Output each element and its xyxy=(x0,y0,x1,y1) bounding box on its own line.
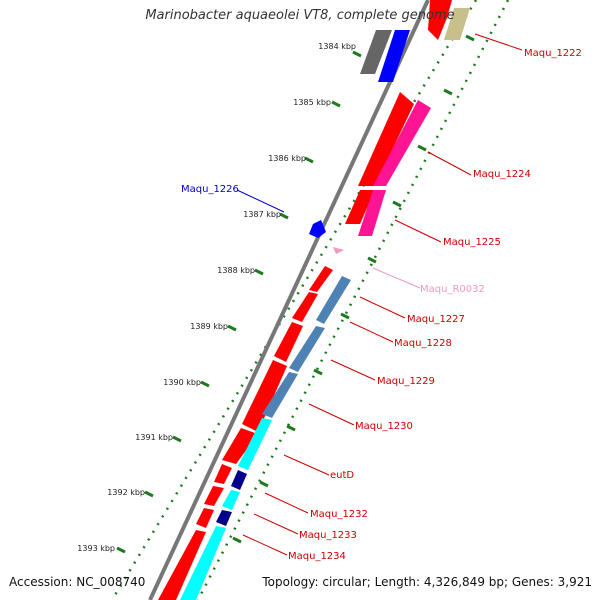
rna-maqu-r0032[interactable] xyxy=(333,247,344,254)
gene-red-1228[interactable] xyxy=(292,292,318,322)
gene-label-maqu-1228: Maqu_1228 xyxy=(394,338,452,349)
outer-dotted-ruler xyxy=(110,0,478,600)
gene-blue-block[interactable] xyxy=(378,30,410,82)
gene-labels: Maqu_1222 Maqu_1224 Maqu_1225 Maqu_1226 … xyxy=(181,48,582,562)
gene-label-eutd: eutD xyxy=(330,470,354,481)
gene-maqu-1222[interactable] xyxy=(428,0,452,40)
label-leader-lines xyxy=(236,33,523,556)
gene-red-1233[interactable] xyxy=(196,508,214,528)
gene-label-maqu-1225: Maqu_1225 xyxy=(443,237,501,248)
gene-red-1229[interactable] xyxy=(274,322,303,362)
gene-steelblue-1228[interactable] xyxy=(316,276,351,324)
gene-magenta-1225[interactable] xyxy=(358,190,386,236)
kbp-major-ticks xyxy=(116,50,362,554)
gene-label-maqu-1226: Maqu_1226 xyxy=(181,184,239,195)
gene-cyan-eutd[interactable] xyxy=(238,418,272,470)
gene-maqu-1226[interactable] xyxy=(309,220,326,238)
kbp-label: 1389 kbp xyxy=(190,322,228,331)
kbp-label: 1388 kbp xyxy=(217,266,255,275)
gene-red-1230[interactable] xyxy=(242,360,287,432)
accession-text: Accession: NC_008740 xyxy=(9,575,146,589)
gene-navy-1232[interactable] xyxy=(231,470,247,490)
kbp-label: 1384 kbp xyxy=(318,42,356,51)
gene-red-1232a[interactable] xyxy=(214,464,232,484)
gene-navy-1233[interactable] xyxy=(216,510,232,526)
inner-ring-ticks xyxy=(232,34,475,544)
gene-red-1227[interactable] xyxy=(309,266,333,292)
genome-title: Marinobacter aquaeolei VT8, complete gen… xyxy=(145,8,455,23)
gene-steelblue-1230[interactable] xyxy=(262,372,298,418)
kbp-label: 1392 kbp xyxy=(107,488,145,497)
gene-red-1234[interactable] xyxy=(158,530,206,600)
gene-label-maqu-r0032: Maqu_R0032 xyxy=(420,284,485,295)
gene-label-maqu-1233: Maqu_1233 xyxy=(299,530,357,541)
gene-cyan-1232[interactable] xyxy=(222,490,240,510)
kbp-label: 1393 kbp xyxy=(77,544,115,553)
gene-red-eutd[interactable] xyxy=(222,428,258,464)
gene-label-maqu-1222: Maqu_1222 xyxy=(524,48,582,59)
gene-khaki-block[interactable] xyxy=(444,8,470,40)
gene-label-maqu-1229: Maqu_1229 xyxy=(377,376,435,387)
gene-steelblue-1229[interactable] xyxy=(289,326,325,372)
kbp-label: 1386 kbp xyxy=(268,154,306,163)
gene-maqu-1224-red[interactable] xyxy=(358,92,414,186)
topology-text: Topology: circular; Length: 4,326,849 bp… xyxy=(262,575,592,589)
gene-red-segment[interactable] xyxy=(345,190,375,224)
kbp-label: 1391 kbp xyxy=(135,433,173,442)
gene-cyan-1234[interactable] xyxy=(180,526,226,600)
kbp-label: 1390 kbp xyxy=(163,378,201,387)
gene-label-maqu-1227: Maqu_1227 xyxy=(407,314,465,325)
kbp-labels: 1384 kbp 1385 kbp 1386 kbp 1387 kbp 1388… xyxy=(77,42,356,553)
gene-red-1232b[interactable] xyxy=(204,486,224,506)
kbp-label: 1387 kbp xyxy=(243,210,281,219)
genome-backbone xyxy=(148,0,430,600)
gene-label-maqu-1230: Maqu_1230 xyxy=(355,421,413,432)
gene-grey-block[interactable] xyxy=(360,30,392,74)
gene-label-maqu-1232: Maqu_1232 xyxy=(310,509,368,520)
kbp-label: 1385 kbp xyxy=(293,98,331,107)
gene-magenta-1224[interactable] xyxy=(373,100,431,186)
gene-label-maqu-1234: Maqu_1234 xyxy=(288,551,346,562)
gene-label-maqu-1224: Maqu_1224 xyxy=(473,169,531,180)
